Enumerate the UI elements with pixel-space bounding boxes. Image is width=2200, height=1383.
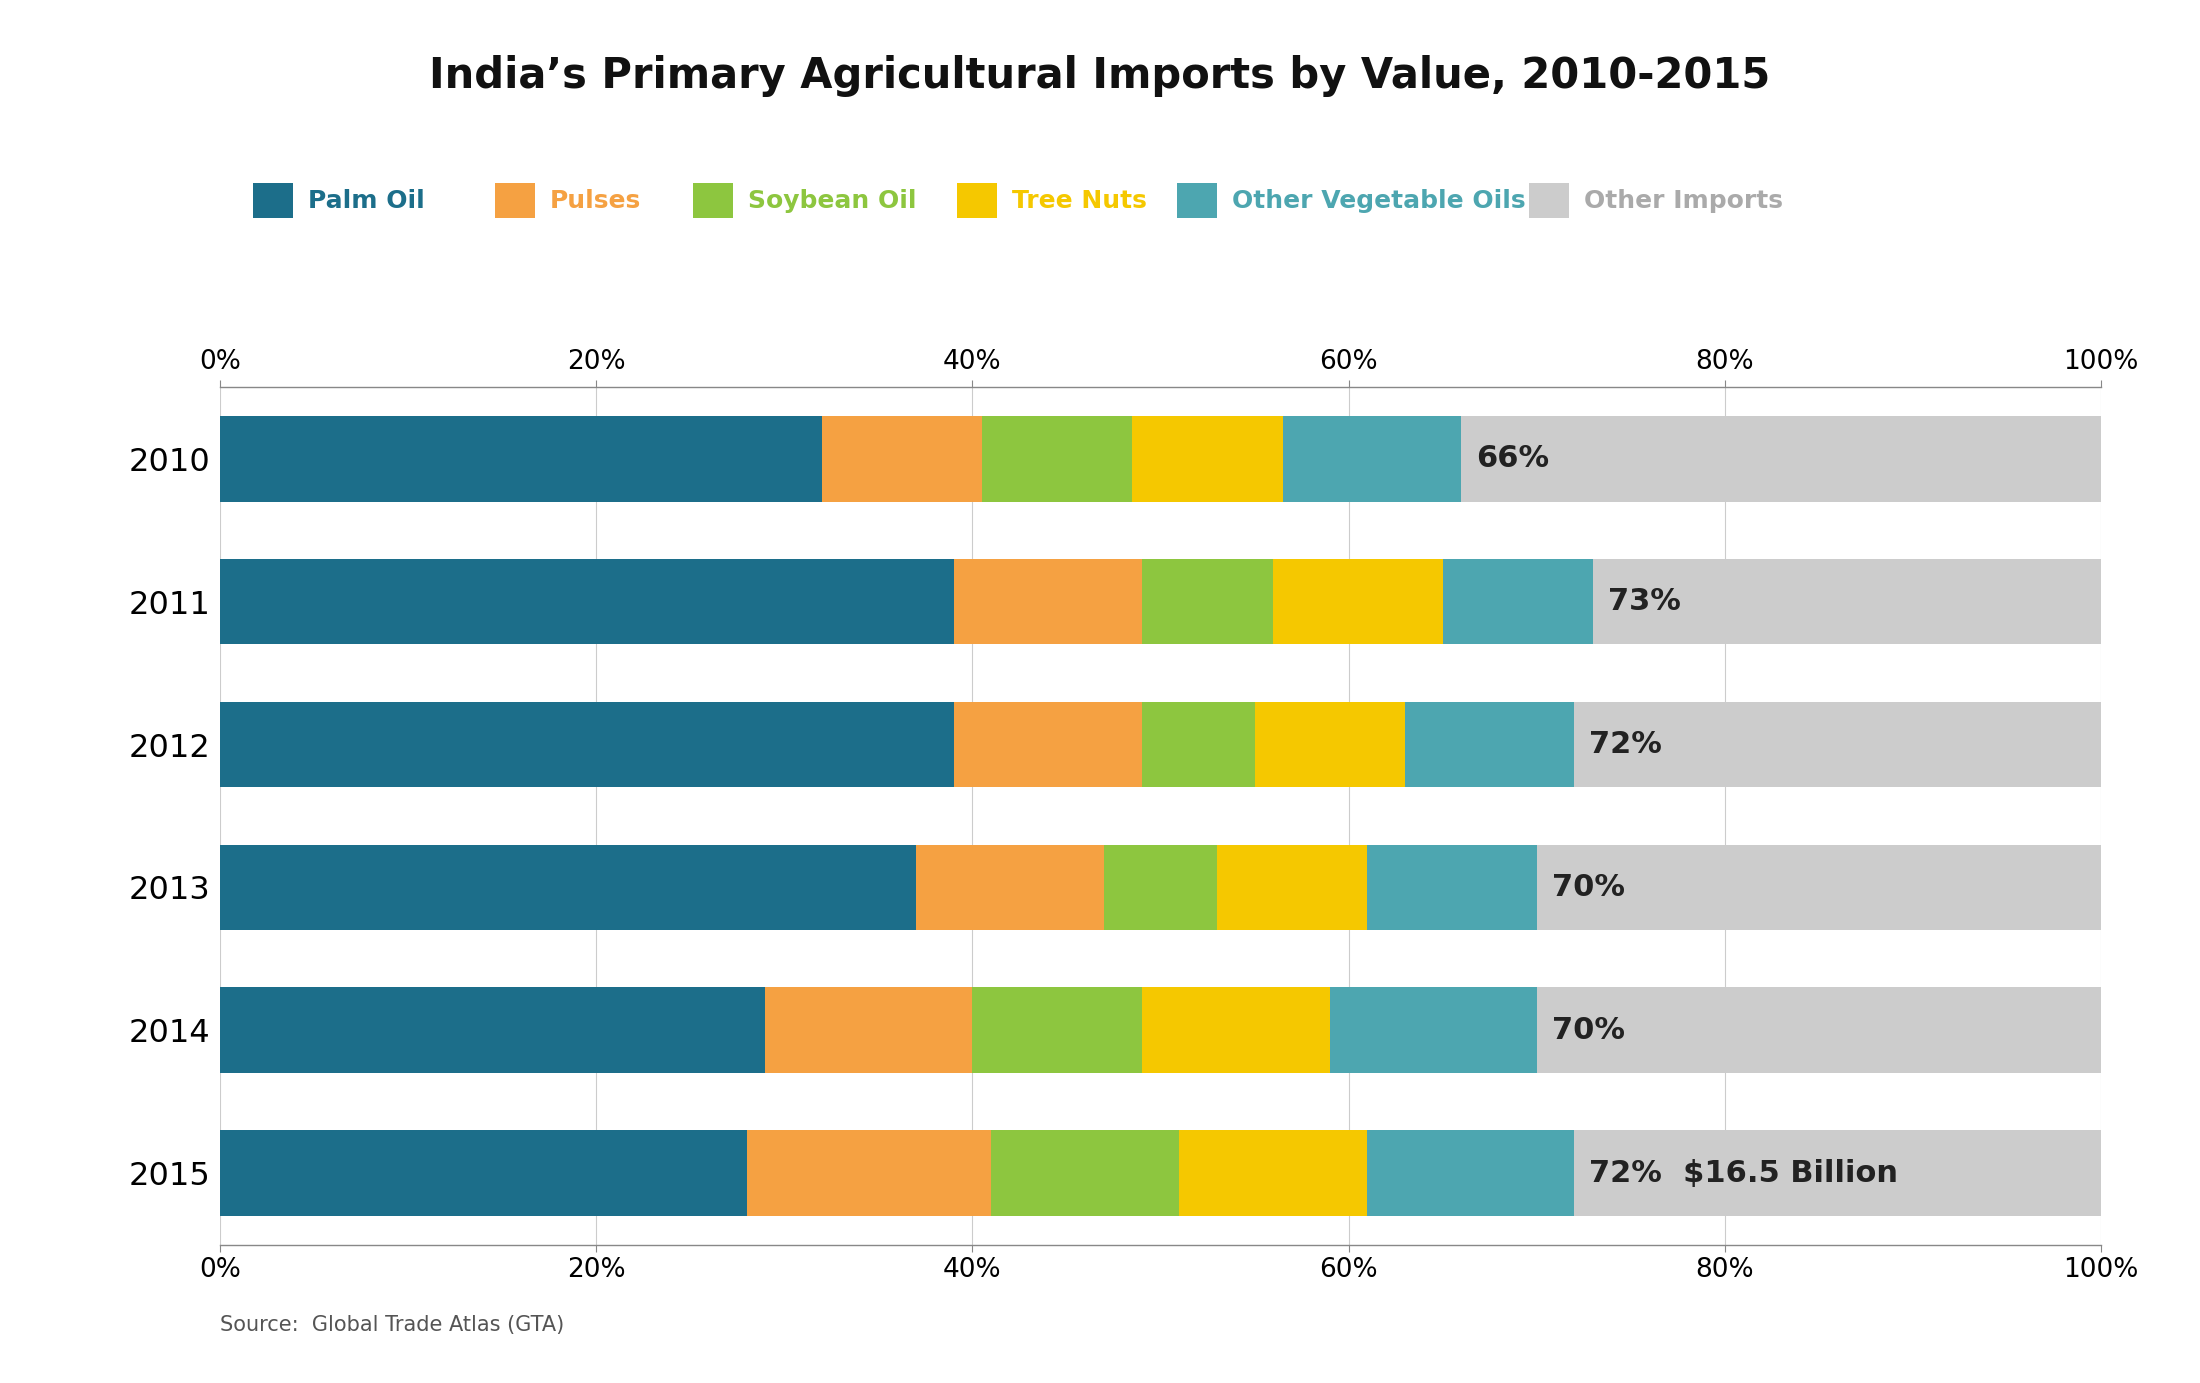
Bar xyxy=(1593,559,2101,644)
Bar xyxy=(1461,416,2101,502)
Bar xyxy=(1575,701,2101,787)
Text: Palm Oil: Palm Oil xyxy=(308,188,425,213)
Bar xyxy=(1142,987,1329,1073)
Bar xyxy=(823,416,981,502)
Bar xyxy=(1368,845,1536,931)
Text: Soybean Oil: Soybean Oil xyxy=(748,188,917,213)
Bar xyxy=(220,845,915,931)
Bar xyxy=(1536,987,2101,1073)
Bar xyxy=(220,416,823,502)
Text: Pulses: Pulses xyxy=(550,188,640,213)
Text: India’s Primary Agricultural Imports by Value, 2010-2015: India’s Primary Agricultural Imports by … xyxy=(429,55,1771,97)
Bar xyxy=(1368,1130,1575,1216)
Bar xyxy=(1443,559,1593,644)
Text: 72%: 72% xyxy=(1588,730,1663,759)
Bar xyxy=(981,416,1133,502)
Bar xyxy=(953,559,1142,644)
Text: Tree Nuts: Tree Nuts xyxy=(1012,188,1146,213)
Text: 66%: 66% xyxy=(1476,444,1549,473)
Text: Other Imports: Other Imports xyxy=(1584,188,1782,213)
Text: Other Vegetable Oils: Other Vegetable Oils xyxy=(1232,188,1525,213)
Bar xyxy=(992,1130,1179,1216)
Bar xyxy=(1217,845,1368,931)
Bar xyxy=(1254,701,1406,787)
Bar xyxy=(1274,559,1443,644)
Text: 72%  $16.5 Billion: 72% $16.5 Billion xyxy=(1588,1159,1899,1188)
Bar xyxy=(1142,559,1274,644)
Bar xyxy=(220,987,766,1073)
Bar xyxy=(220,701,953,787)
Bar xyxy=(1133,416,1283,502)
Text: 70%: 70% xyxy=(1551,1017,1626,1044)
Bar xyxy=(766,987,972,1073)
Bar xyxy=(220,1130,746,1216)
Bar xyxy=(1536,845,2101,931)
Bar xyxy=(1283,416,1461,502)
Text: 73%: 73% xyxy=(1608,588,1681,615)
Bar xyxy=(1406,701,1575,787)
Bar xyxy=(1142,701,1254,787)
Bar xyxy=(915,845,1104,931)
Bar xyxy=(972,987,1142,1073)
Bar xyxy=(746,1130,992,1216)
Bar xyxy=(220,559,953,644)
Bar xyxy=(953,701,1142,787)
Text: Source:  Global Trade Atlas (GTA): Source: Global Trade Atlas (GTA) xyxy=(220,1315,563,1335)
Bar xyxy=(1179,1130,1368,1216)
Bar xyxy=(1575,1130,2101,1216)
Bar xyxy=(1329,987,1536,1073)
Text: 70%: 70% xyxy=(1551,873,1626,902)
Bar xyxy=(1104,845,1217,931)
